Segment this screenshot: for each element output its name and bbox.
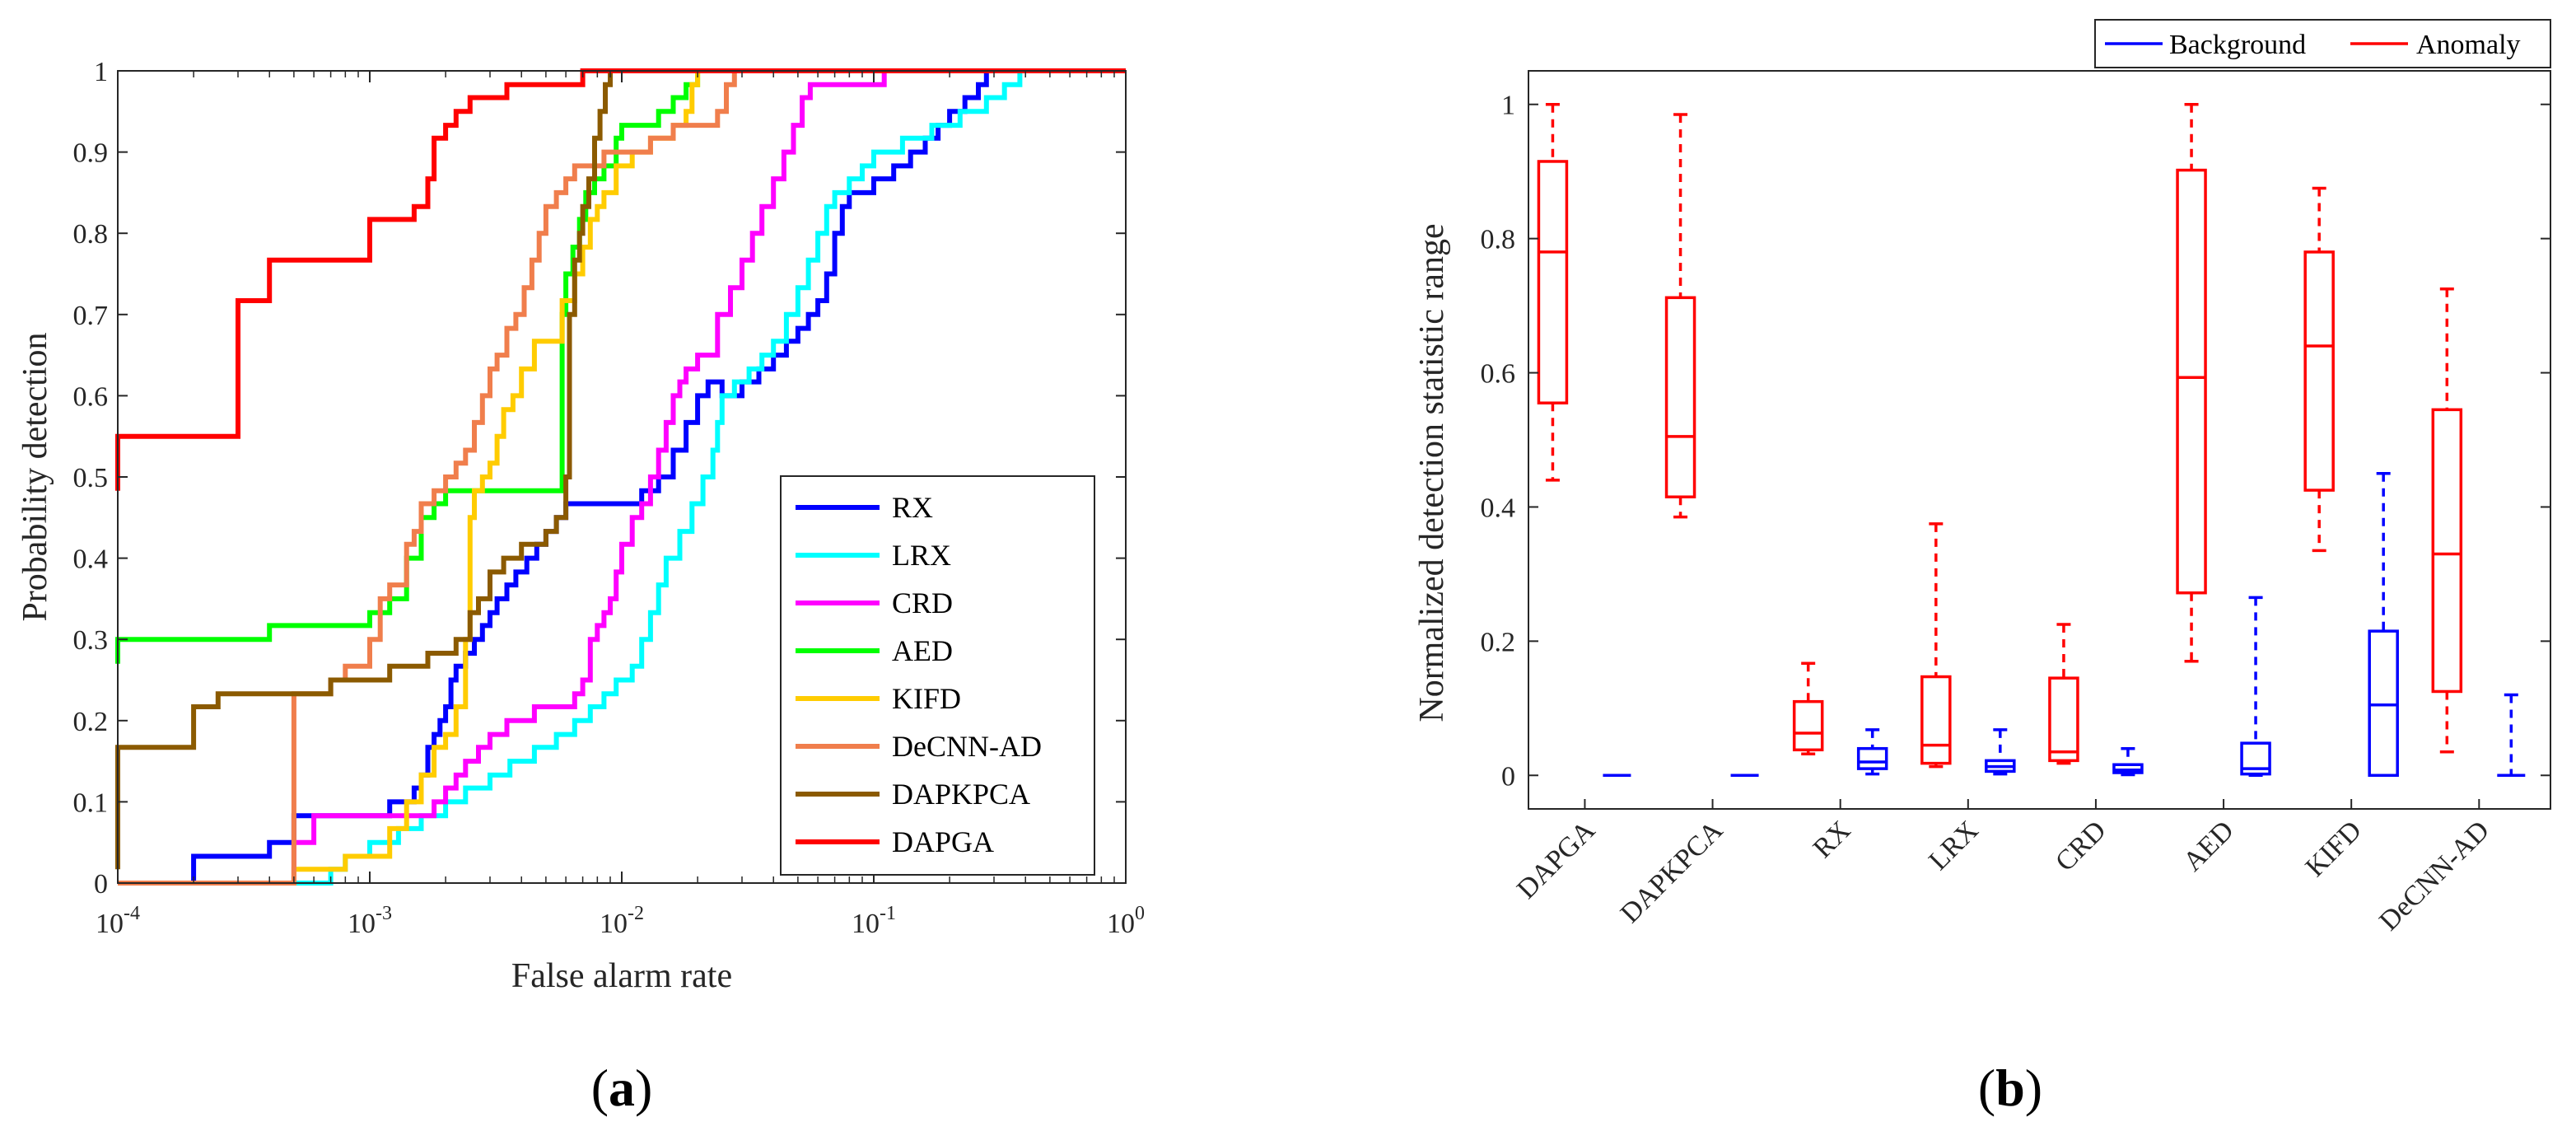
boxplot-chart-panel: 0 0.2 0.4 0.6 0.8 1 DAPGA DAPKPCA RX LRX CRD AED KIF…: [1413, 19, 2551, 1117]
background-box-aed: [2240, 596, 2271, 778]
legend-label-crd: CRD: [892, 587, 953, 619]
x-tick-exponent: -1: [880, 903, 896, 924]
y-tick-label-a: 1: [94, 57, 108, 87]
iqr-box: [2303, 250, 2335, 492]
y-tick-label-a: 0.5: [73, 463, 109, 493]
y-tick-label-a: 0.3: [73, 625, 109, 656]
iqr-box: [2368, 629, 2399, 778]
background-box-decnn-ad: [2497, 693, 2526, 778]
background-box-kifd: [2368, 471, 2399, 778]
iqr-box: [1792, 699, 1824, 752]
y-tick-label-a: 0.1: [73, 787, 109, 818]
plot-area-b: [1528, 71, 2550, 809]
y-axis-title-b: Normalized detection statistic range: [1413, 223, 1451, 722]
background-box-rx: [1856, 728, 1888, 776]
iqr-box: [1920, 675, 1952, 765]
roc-curve-dapkpca: [115, 68, 1126, 870]
x-tick-label-a: 10-3: [348, 903, 392, 939]
roc-curve-dapga: [115, 68, 1126, 491]
x-tick-label-a: 10-4: [96, 903, 140, 939]
roc-curve-lrx: [118, 68, 1126, 886]
legend-label-lrx: LRX: [892, 539, 951, 572]
iqr-box: [1664, 296, 1696, 498]
x-tick-exponent: -4: [124, 903, 140, 924]
legend-a: [780, 475, 1095, 876]
anomaly-box-rx: [1792, 661, 1824, 755]
x-tick-exponent: -3: [376, 903, 392, 924]
x-tick-label-a: 100: [1107, 903, 1145, 939]
legend-label-decnn-ad: DeCNN-AD: [892, 730, 1042, 763]
roc-curve-crd: [118, 68, 1126, 886]
y-tick-label-a: 0.8: [73, 219, 109, 250]
background-box-lrx: [1985, 728, 2016, 776]
anomaly-box-decnn-ad: [2431, 287, 2463, 754]
category-label-lrx: LRX: [1923, 815, 1984, 876]
iqr-box: [1537, 160, 1569, 404]
legend-label-dapkpca: DAPKPCA: [892, 778, 1030, 811]
y-tick-label-b: 0: [1501, 761, 1515, 792]
iqr-box: [2176, 168, 2207, 595]
x-tick-label-a: 10-2: [600, 903, 644, 939]
anomaly-box-crd: [2048, 623, 2079, 765]
y-tick-label-a: 0.7: [73, 301, 109, 331]
iqr-box: [2431, 408, 2463, 694]
iqr-box: [2240, 741, 2271, 776]
category-label-crd: CRD: [2050, 815, 2112, 877]
category-label-dapga: DAPGA: [1511, 815, 1601, 904]
anomaly-box-dapga: [1537, 102, 1569, 482]
y-tick-label-b: 0.8: [1481, 225, 1516, 255]
panel-label-b: (b): [1978, 1059, 2042, 1117]
anomaly-box-aed: [2176, 102, 2207, 663]
background-box-crd: [2112, 746, 2144, 777]
category-label-rx: RX: [1808, 815, 1857, 864]
y-tick-label-a: 0.6: [73, 381, 109, 412]
y-tick-label-a: 0.2: [73, 707, 109, 737]
x-tick-mantissa: 10: [600, 909, 628, 939]
legend-label-kifd: KIFD: [892, 682, 961, 715]
category-label-decnn-ad: DeCNN-AD: [2373, 815, 2495, 937]
x-tick-exponent: -2: [628, 903, 644, 924]
legend-label-aed: AED: [892, 634, 953, 667]
legend-label-anomaly: Anomaly: [2416, 30, 2521, 60]
iqr-box: [2048, 676, 2079, 763]
y-tick-label-b: 1: [1501, 91, 1515, 121]
roc-curve-decnn-ad: [118, 68, 1126, 886]
x-tick-mantissa: 10: [1107, 909, 1135, 939]
y-tick-label-a: 0.9: [73, 138, 109, 169]
category-label-kifd: KIFD: [2300, 815, 2368, 882]
anomaly-box-lrx: [1920, 522, 1952, 769]
x-tick-label-a: 10-1: [852, 903, 896, 939]
roc-curve-rx: [118, 68, 1126, 886]
legend-label-dapga: DAPGA: [892, 825, 994, 858]
axes-frame-b: [1528, 70, 2551, 810]
y-tick-label-a: 0: [94, 869, 108, 900]
legend-label-background: Background: [2169, 30, 2306, 60]
anomaly-box-dapkpca: [1664, 113, 1696, 519]
y-tick-label-b: 0.4: [1481, 493, 1516, 523]
category-label-aed: AED: [2177, 815, 2240, 877]
iqr-box: [1856, 746, 1888, 770]
anomaly-box-kifd: [2303, 186, 2335, 553]
y-tick-label-b: 0.2: [1481, 627, 1516, 657]
legend-label-rx: RX: [892, 491, 933, 524]
x-axis-title-a: False alarm rate: [511, 957, 732, 995]
x-tick-mantissa: 10: [348, 909, 376, 939]
panel-letter-b: b: [1995, 1059, 2025, 1117]
panel-label-a: (a): [591, 1059, 653, 1117]
y-tick-label-a: 0.4: [73, 544, 109, 575]
panel-letter-a: a: [609, 1059, 635, 1117]
x-tick-mantissa: 10: [96, 909, 124, 939]
x-tick-exponent: 0: [1135, 903, 1145, 924]
legend-b: [2094, 19, 2551, 68]
x-tick-mantissa: 10: [852, 909, 880, 939]
y-axis-title-a: Probability detection: [16, 332, 54, 621]
category-label-dapkpca: DAPKPCA: [1615, 815, 1729, 929]
y-tick-label-b: 0.6: [1481, 359, 1516, 390]
